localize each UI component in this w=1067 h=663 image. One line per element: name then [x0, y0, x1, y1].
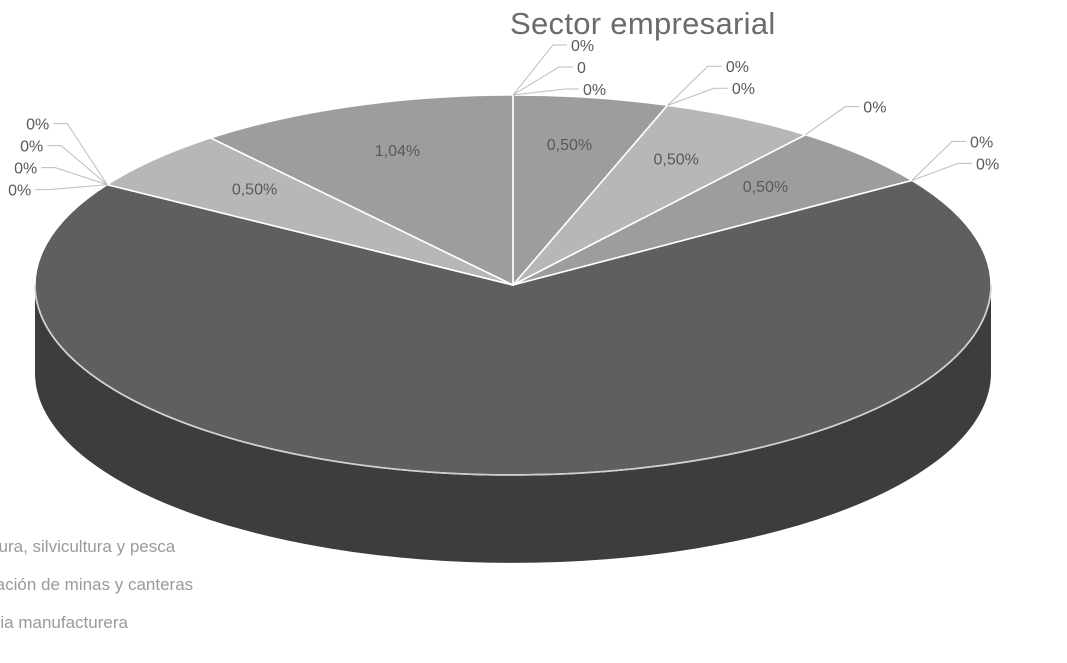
pie-rim [34, 284, 992, 476]
legend-item: ración de minas y canteras [0, 575, 194, 594]
pie-slice [208, 94, 514, 287]
leader-line [512, 66, 573, 96]
slice-label: 0,50% [653, 152, 698, 169]
leader-line [911, 140, 967, 181]
leader-line [41, 167, 108, 186]
leader-line [53, 123, 108, 185]
legend-item: ltura, silvicultura y pesca [0, 537, 176, 556]
zero-slice-label: 0% [863, 100, 886, 117]
leader-line [47, 145, 108, 185]
zero-slice-label: 0% [20, 139, 43, 156]
legend: ltura, silvicultura y pesca ración de mi… [0, 535, 370, 649]
pie-side-wall [35, 285, 991, 563]
slice-label: 1,04% [375, 143, 420, 160]
pie-slice [512, 133, 915, 286]
leader-line [667, 65, 722, 106]
zero-slice-label: 0% [571, 38, 594, 55]
leader-line [35, 184, 108, 191]
zero-slice-label: 0% [8, 183, 31, 200]
leader-line [667, 87, 728, 106]
pie-slice [105, 136, 514, 286]
slice-label: 0,50% [547, 137, 592, 154]
leader-line [911, 162, 973, 181]
zero-slice-label: 0% [26, 117, 49, 134]
leader-line [512, 44, 567, 96]
zero-slice-label: 0 [577, 60, 586, 77]
zero-slice-label: 0% [732, 81, 755, 98]
leader-line [805, 106, 860, 136]
leader-line [512, 88, 579, 96]
zero-slice-label: 0% [583, 82, 606, 99]
legend-item: tria manufacturera [0, 613, 128, 632]
slice-label: 0,50% [232, 182, 277, 199]
pie-slice [512, 104, 808, 286]
zero-slice-label: 0% [726, 59, 749, 76]
zero-slice-label: 0% [970, 134, 993, 151]
slice-label: 0,50% [743, 179, 788, 196]
zero-slice-label: 0% [976, 156, 999, 173]
zero-slice-label: 0% [14, 161, 37, 178]
chart-title: Sector empresarial [510, 6, 776, 41]
